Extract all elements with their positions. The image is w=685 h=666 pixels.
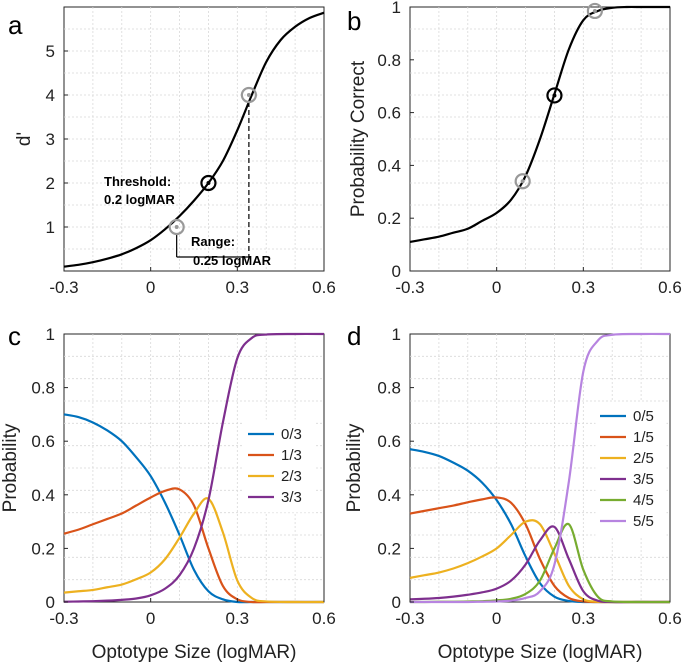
y-tick-label: 0.4 [31,486,55,505]
legend-label: 2/3 [281,468,302,485]
panel-letter-c: c [8,321,21,351]
y-tick-label: 0.8 [377,51,401,70]
panel-a: a -0.3 0 0.3 0.6 1 2 3 4 5 d' Threshold: 0.2 log… [8,6,336,297]
legend-label: 2/5 [633,450,654,467]
y-tick-label: 1 [392,325,401,344]
legend-label: 3/3 [281,489,302,506]
y-axis-label-d: Probability [344,423,365,512]
y-tick-label: 0.4 [377,156,401,175]
marker-ring [200,174,217,192]
y-tick-label: 4 [46,86,55,105]
y-tick-label: 0.6 [377,104,401,123]
x-tick-label: 0.6 [658,278,682,297]
y-tick-label: 5 [46,42,55,61]
panel-letter-b: b [347,6,361,36]
y-axis-label-b: Probability Correct [348,60,369,217]
x-tick-label: 0.6 [658,609,682,628]
panel-d: d -0.3 0 0.3 0.600.20.40.60.81 0/51/52/53/5… [344,321,682,663]
x-tick-label: 0 [146,609,155,628]
x-tick-label: 0 [492,278,501,297]
legend-label: 4/5 [633,492,654,509]
panel-letter-d: d [347,321,361,351]
x-tick-label: 0.6 [312,278,336,297]
threshold-annotation-line2: 0.2 logMAR [104,192,175,207]
y-tick-label: 0.2 [377,209,401,228]
threshold-annotation-line1: Threshold: [104,174,171,189]
panel-b: b -0.3 0 0.3 0.600.20.40.60.81 Probability … [347,0,682,297]
marker-ring [240,86,257,104]
range-annotation-line2: 0.25 logMAR [193,253,272,268]
legend-label: 1/5 [633,429,654,446]
x-tick-label: 0 [492,609,501,628]
series-line-3-3 [63,332,325,603]
marker-dot [552,93,557,98]
y-tick-label: 0.8 [31,379,55,398]
y-tick-label: 1 [392,0,401,17]
marker-ring [546,87,563,104]
y-tick-label: 0 [46,593,55,612]
marker-ring [168,218,185,236]
y-tick-label: 1 [46,325,55,344]
series-line-1-3 [63,487,324,604]
marker-ring [586,2,603,20]
legend-label: 5/5 [633,513,654,530]
y-tick-label: 0.2 [377,539,401,558]
marker-dot [206,181,211,185]
y-tick-label: 0.6 [377,432,401,451]
y-axis-label-a: d' [14,132,35,146]
y-tick-label: 0.2 [31,539,55,558]
series-line-5-5 [409,332,671,604]
marker-dot [174,225,179,229]
series-line-d-curve [63,11,325,268]
y-tick-label: 1 [46,218,55,237]
x-axis-label-d: Optotype Size (logMAR) [438,642,643,663]
range-annotation-line1: Range: [191,234,235,249]
legend-label: 1/3 [281,447,302,464]
y-tick-label: 0 [392,593,401,612]
y-tick-label: 0.4 [377,486,401,505]
series-line-psychometric [409,5,670,244]
x-tick-label: 0 [146,278,155,297]
legend-label: 0/3 [281,426,302,443]
legend-label: 3/5 [633,471,654,488]
series-line-2-3 [63,497,325,604]
panel-c: c -0.3 0 0.3 0.600.20.40.60.81 0/31/32/33/3… [0,321,336,663]
marker-dot [592,8,597,13]
x-tick-label: 0.6 [312,609,336,628]
marker-ring [514,173,531,190]
x-tick-label: -0.3 [49,278,78,297]
x-tick-label: -0.3 [49,609,78,628]
x-tick-label: -0.3 [395,278,424,297]
legend-label: 0/5 [633,408,654,425]
y-tick-label: 0.8 [377,379,401,398]
series-line-3-5 [409,525,670,604]
x-tick-label: 0.3 [572,278,596,297]
x-tick-label: 0.3 [226,609,250,628]
x-axis-label-c: Optotype Size (logMAR) [92,642,297,663]
y-axis-label-c: Probability [0,423,21,512]
y-tick-label: 0 [392,262,401,281]
y-tick-label: 3 [46,130,55,149]
x-tick-label: -0.3 [395,609,424,628]
x-tick-label: 0.3 [572,609,596,628]
panel-letter-a: a [8,10,23,40]
marker-dot [246,93,251,97]
x-tick-label: 0.3 [226,278,250,297]
y-tick-label: 0.6 [31,432,55,451]
y-tick-label: 2 [46,174,55,193]
marker-dot [520,179,525,184]
legend-box [595,401,667,537]
